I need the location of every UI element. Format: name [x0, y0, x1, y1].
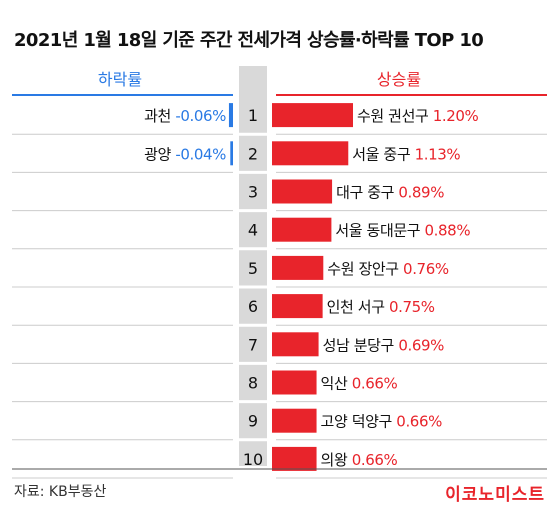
rise-data-label: 성남 분당구 0.69%	[323, 336, 445, 354]
rise-region-label: 인천 서구	[327, 298, 389, 316]
decline-header: 하락률	[97, 70, 143, 89]
rise-data-label: 대구 중구 0.89%	[336, 184, 444, 202]
rise-header: 상승률	[376, 70, 422, 89]
rank-label: 8	[248, 374, 258, 393]
rise-data-label: 수원 장안구 0.76%	[327, 260, 449, 278]
rise-bar	[272, 446, 317, 471]
rise-bar	[272, 179, 333, 204]
rise-region-label: 성남 분당구	[323, 336, 399, 354]
rise-data-label: 의왕 0.66%	[321, 451, 398, 469]
rank-label: 4	[248, 221, 258, 240]
rise-region-label: 익산	[321, 375, 352, 393]
rise-value-label: 0.89%	[398, 184, 444, 202]
rise-data-label: 고양 덕양구 0.66%	[321, 413, 443, 431]
decline-bar	[228, 103, 233, 128]
rise-data-label: 서울 중구 1.13%	[352, 145, 460, 163]
publisher-logo: 이코노미스트	[445, 485, 545, 505]
rise-region-label: 서울 중구	[352, 145, 414, 163]
rise-region-label: 수원 권선구	[357, 107, 433, 125]
chart-title: 2021년 1월 18일 기준 주간 전세가격 상승률·하락률 TOP 10	[14, 30, 484, 51]
rise-value-label: 0.75%	[389, 298, 435, 316]
decline-data-label: 광양 -0.04%	[144, 145, 226, 163]
decline-value-label: -0.06%	[175, 107, 226, 125]
rise-data-label: 서울 동대문구 0.88%	[335, 222, 470, 240]
rise-region-label: 대구 중구	[336, 184, 398, 202]
source-note: 자료: KB부동산	[14, 484, 107, 500]
rise-data-label: 수원 권선구 1.20%	[357, 107, 479, 125]
rise-value-label: 0.66%	[352, 375, 398, 393]
rise-value-label: 0.88%	[425, 222, 471, 240]
rise-value-label: 1.13%	[415, 145, 461, 163]
rise-value-label: 0.66%	[396, 413, 442, 431]
rise-bar	[272, 408, 317, 433]
decline-bar	[230, 141, 233, 166]
decline-region-label: 광양	[144, 145, 175, 163]
rise-value-label: 1.20%	[433, 107, 479, 125]
rank-label: 6	[248, 297, 258, 316]
rank-column	[239, 66, 267, 466]
decline-value-label: -0.04%	[175, 145, 226, 163]
rank-label: 1	[248, 106, 258, 125]
rank-label: 10	[243, 450, 263, 469]
rise-value-label: 0.76%	[403, 260, 449, 278]
rise-bar	[272, 255, 324, 280]
rise-value-label: 0.66%	[352, 451, 398, 469]
rise-bar	[272, 103, 353, 128]
rise-region-label: 고양 덕양구	[321, 413, 397, 431]
rise-value-label: 0.69%	[398, 336, 444, 354]
rise-bar	[272, 370, 317, 395]
rank-label: 9	[248, 412, 258, 431]
rise-data-label: 인천 서구 0.75%	[327, 298, 435, 316]
decline-region-label: 과천	[144, 107, 175, 125]
rise-bar	[272, 332, 319, 357]
rise-data-label: 익산 0.66%	[321, 375, 398, 393]
rise-bar	[272, 217, 332, 242]
rank-label: 7	[248, 335, 258, 354]
rise-region-label: 서울 동대문구	[335, 222, 424, 240]
decline-data-label: 과천 -0.06%	[144, 107, 226, 125]
rank-label: 2	[248, 144, 258, 163]
rank-label: 3	[248, 183, 258, 202]
rise-bar	[272, 294, 323, 319]
rise-region-label: 의왕	[321, 451, 352, 469]
rise-bar	[272, 141, 349, 166]
rank-label: 5	[248, 259, 258, 278]
rise-region-label: 수원 장안구	[327, 260, 403, 278]
